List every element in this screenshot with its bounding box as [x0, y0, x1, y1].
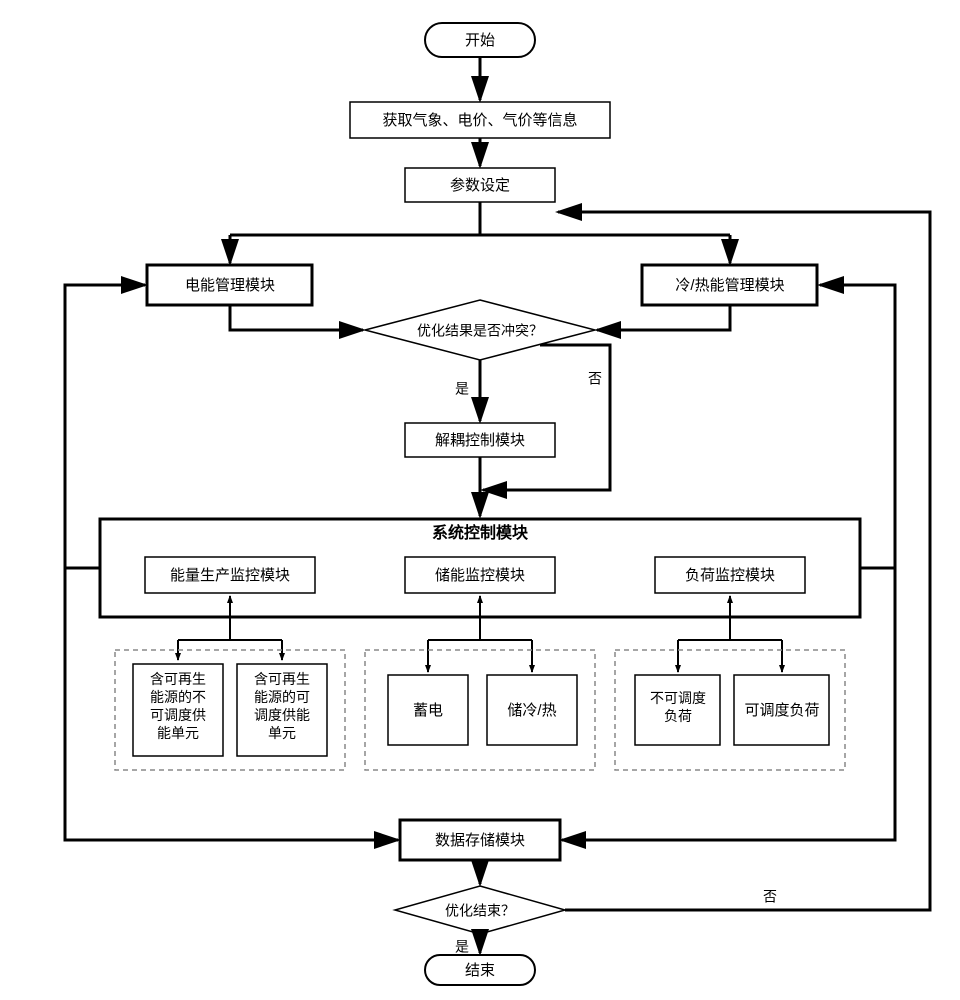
label-conflict: 优化结果是否冲突？ [417, 323, 543, 339]
label-bat: 蓄电 [413, 702, 443, 719]
label-cold: 储冷/热 [507, 702, 556, 719]
edge [230, 305, 363, 330]
label-no2: 否 [763, 889, 777, 905]
l-sn2: 能源的不 [150, 689, 206, 705]
label-prod-mon: 能量生产监控模块 [170, 567, 290, 584]
label-store-mon: 储能监控模块 [435, 567, 525, 584]
label-yes2: 是 [455, 939, 469, 955]
label-param: 参数设定 [450, 177, 510, 194]
l-ndl2: 负荷 [664, 708, 692, 724]
edge [483, 345, 610, 490]
l-sn3: 可调度供 [150, 707, 206, 723]
flowchart-canvas: 开始 获取气象、电价、气价等信息 参数设定 电能管理模块 冷/热能管理模块 优化… [0, 0, 960, 1000]
l-sd3: 调度供能 [254, 707, 310, 723]
label-yes1: 是 [455, 381, 469, 397]
l-sn4: 能单元 [157, 725, 199, 741]
label-disp-load: 可调度负荷 [744, 702, 819, 719]
l-sd1: 含可再生 [254, 671, 310, 687]
label-end: 结束 [465, 962, 495, 979]
label-heat-mgmt: 冷/热能管理模块 [675, 277, 784, 294]
label-load-mon: 负荷监控模块 [685, 567, 775, 584]
label-decouple: 解耦控制模块 [435, 432, 525, 449]
label-opt-end: 优化结束？ [445, 903, 515, 919]
edge [597, 305, 730, 330]
label-acquire: 获取气象、电价、气价等信息 [382, 111, 577, 129]
l-sd2: 能源的可 [254, 689, 310, 705]
l-sd4: 单元 [268, 725, 296, 741]
label-no1: 否 [588, 371, 602, 387]
label-data-store: 数据存储模块 [435, 832, 525, 849]
label-elec-mgmt: 电能管理模块 [185, 277, 275, 294]
l-sn1: 含可再生 [150, 671, 206, 687]
label-start: 开始 [465, 32, 495, 49]
l-ndl1: 不可调度 [650, 690, 706, 706]
label-sys-ctrl: 系统控制模块 [432, 523, 529, 542]
